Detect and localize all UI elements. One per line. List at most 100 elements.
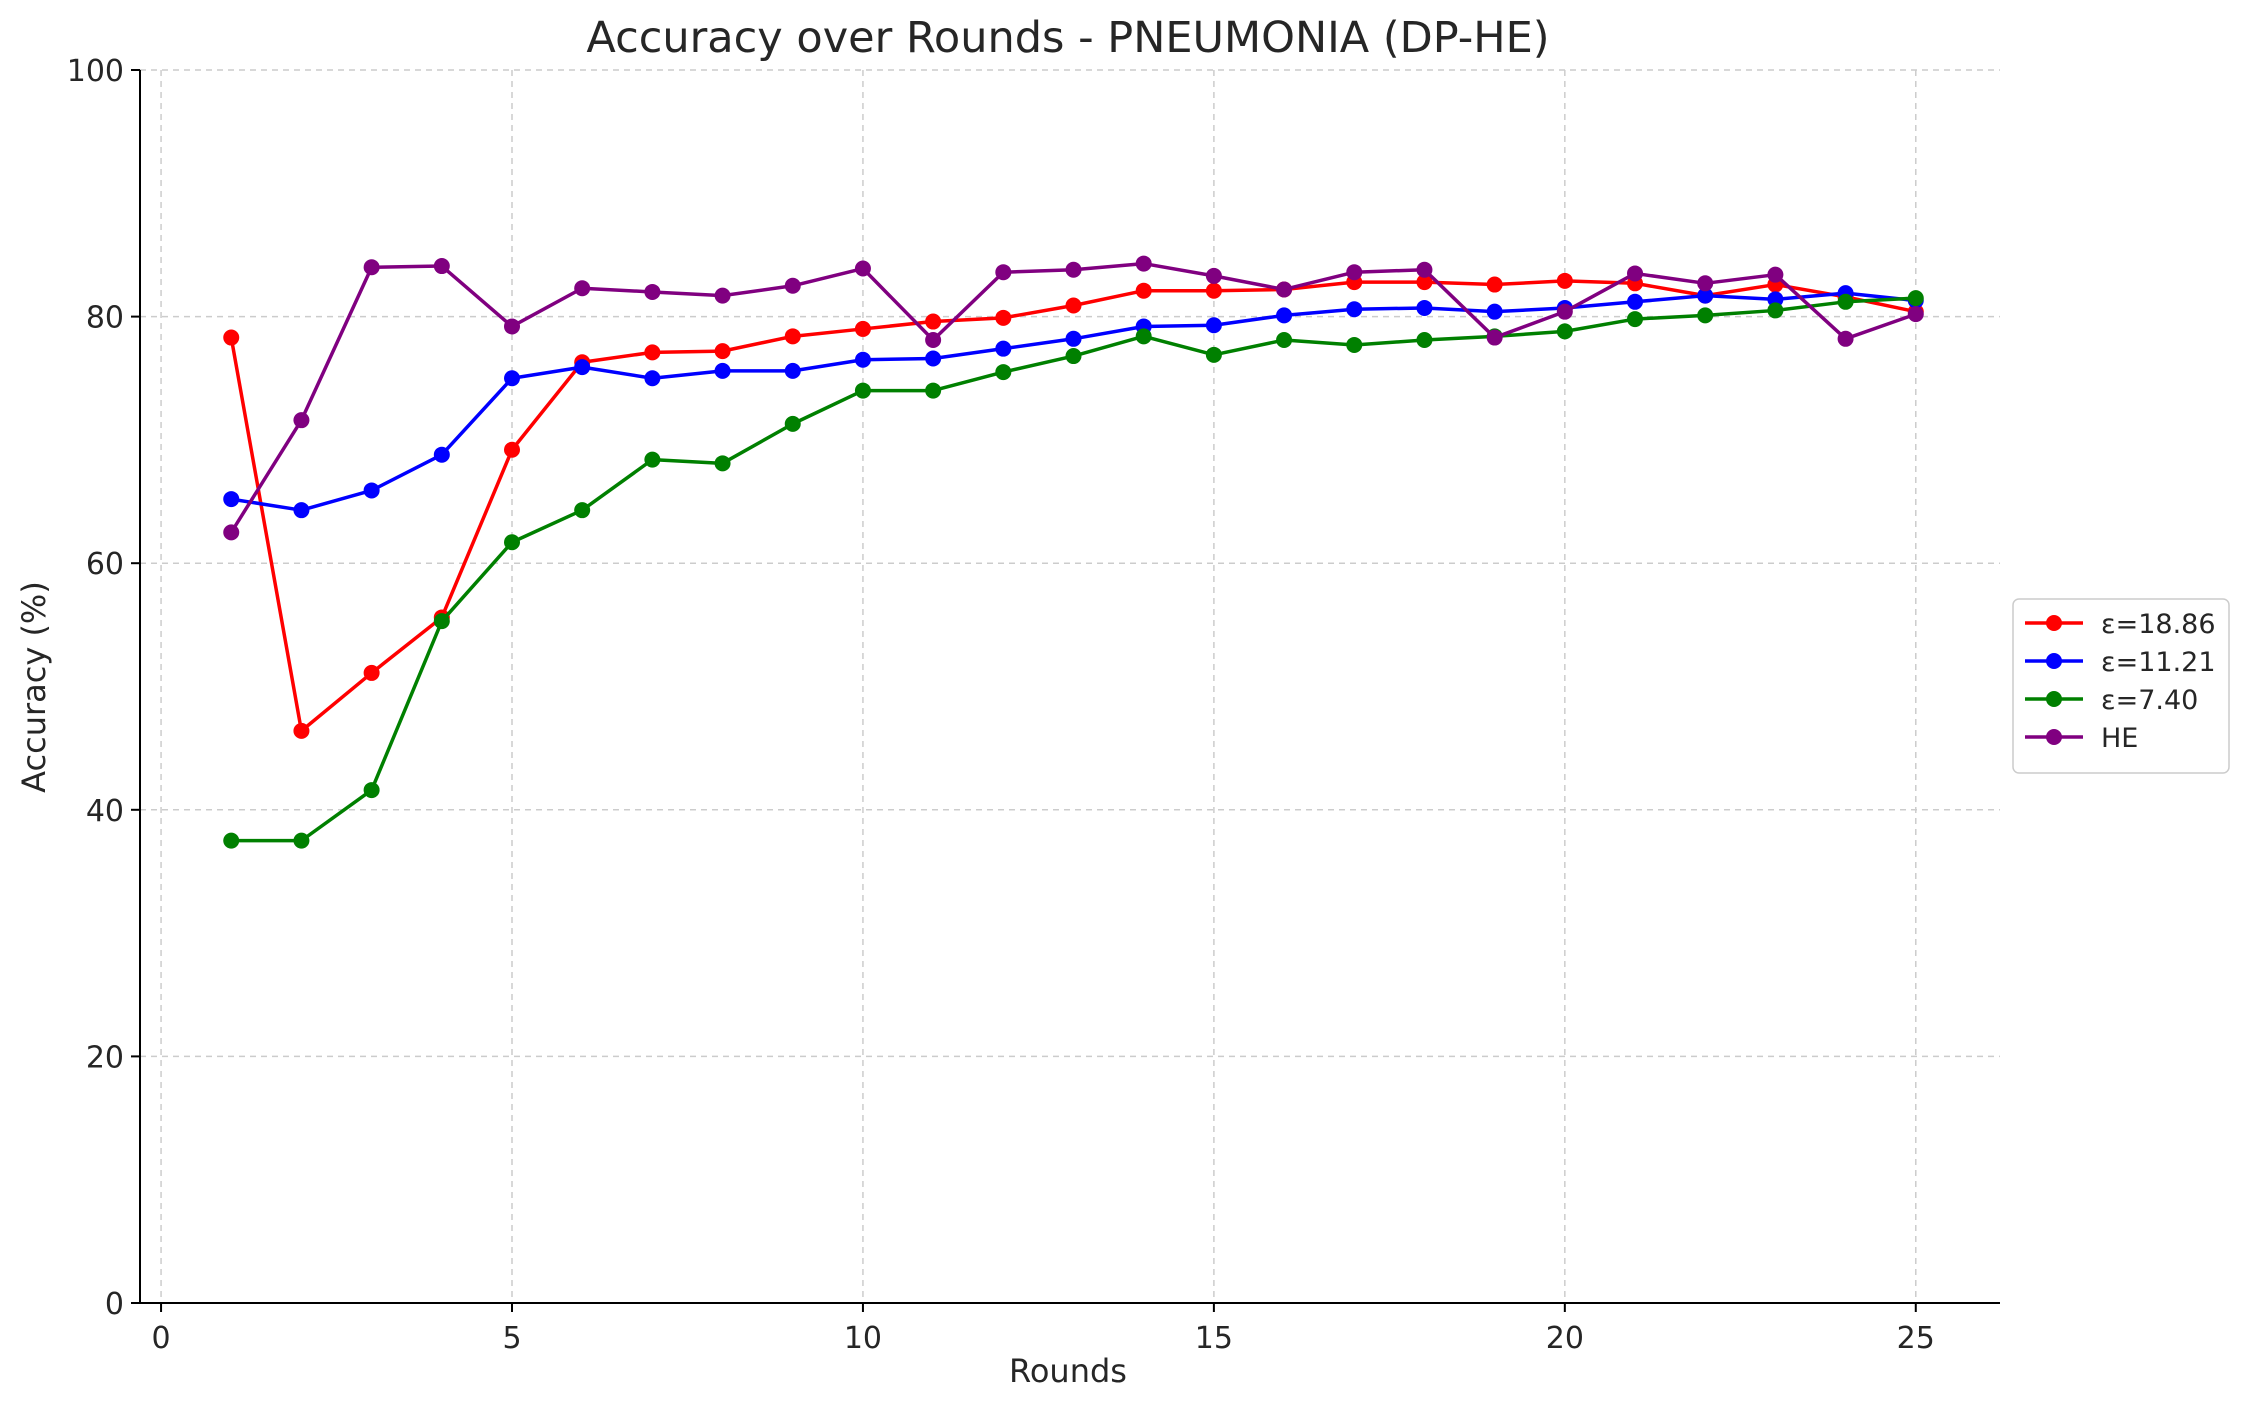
data-point bbox=[1276, 332, 1293, 349]
data-point bbox=[1135, 282, 1152, 299]
y-tick-label: 40 bbox=[86, 794, 124, 829]
data-point bbox=[714, 343, 731, 360]
data-point bbox=[1346, 301, 1363, 318]
data-point bbox=[995, 264, 1012, 281]
data-point bbox=[644, 451, 661, 468]
data-point bbox=[644, 283, 661, 300]
data-point bbox=[1486, 329, 1503, 346]
data-point bbox=[1205, 346, 1222, 363]
y-axis-label: Accuracy (%) bbox=[15, 581, 53, 793]
data-point bbox=[293, 832, 310, 849]
data-point bbox=[1205, 267, 1222, 284]
data-point bbox=[714, 362, 731, 379]
data-point bbox=[1767, 266, 1784, 283]
data-point bbox=[504, 318, 520, 335]
data-point bbox=[1837, 293, 1854, 310]
y-tick-label: 100 bbox=[67, 54, 124, 89]
legend-label: HE bbox=[2101, 723, 2138, 754]
legend-swatch-marker bbox=[2046, 615, 2062, 631]
data-point bbox=[1135, 255, 1152, 272]
data-point bbox=[1416, 274, 1433, 291]
legend-swatch-marker bbox=[2046, 653, 2062, 669]
data-point bbox=[854, 260, 871, 277]
data-point bbox=[223, 524, 240, 541]
legend-label: ε=11.21 bbox=[2101, 647, 2216, 678]
data-point bbox=[1697, 307, 1714, 324]
x-tick-label: 10 bbox=[844, 1321, 882, 1356]
data-point bbox=[433, 446, 450, 463]
data-point bbox=[1065, 330, 1082, 347]
chart-title: Accuracy over Rounds - PNEUMONIA (DP-HE) bbox=[586, 13, 1549, 63]
data-point bbox=[1556, 272, 1573, 289]
data-point bbox=[1346, 264, 1363, 281]
data-point bbox=[1767, 291, 1784, 308]
data-point bbox=[1627, 311, 1644, 328]
data-point bbox=[854, 320, 871, 337]
data-point bbox=[995, 340, 1012, 357]
data-point bbox=[1416, 261, 1433, 278]
legend-swatch-marker bbox=[2046, 729, 2062, 745]
data-point bbox=[1205, 317, 1222, 334]
data-point bbox=[223, 329, 240, 346]
x-tick-label: 25 bbox=[1897, 1321, 1935, 1356]
data-point bbox=[1697, 287, 1714, 304]
series-0 bbox=[223, 272, 1924, 739]
data-point bbox=[925, 350, 942, 367]
data-point bbox=[644, 344, 661, 361]
axes bbox=[139, 70, 2000, 1304]
data-point bbox=[1556, 303, 1573, 320]
data-point bbox=[995, 309, 1012, 326]
data-point bbox=[1627, 265, 1644, 282]
data-point bbox=[784, 277, 801, 294]
x-tick-label: 15 bbox=[1195, 1321, 1233, 1356]
x-tick-label: 20 bbox=[1546, 1321, 1584, 1356]
data-point bbox=[1627, 293, 1644, 310]
data-point bbox=[1065, 348, 1082, 365]
data-point bbox=[1697, 275, 1714, 292]
data-point bbox=[925, 313, 942, 330]
data-point bbox=[363, 782, 380, 799]
y-tick-label: 20 bbox=[86, 1040, 124, 1075]
data-point bbox=[574, 280, 591, 297]
series-3 bbox=[223, 255, 1924, 541]
data-point bbox=[854, 382, 871, 399]
data-point bbox=[1276, 281, 1293, 298]
x-axis-label: Rounds bbox=[1009, 1352, 1127, 1390]
data-point bbox=[504, 441, 520, 458]
data-point bbox=[433, 613, 450, 630]
data-point bbox=[504, 534, 520, 551]
data-point bbox=[644, 370, 661, 387]
data-point bbox=[433, 258, 450, 275]
data-point bbox=[854, 351, 871, 368]
y-tick-label: 80 bbox=[86, 301, 124, 336]
data-point bbox=[925, 382, 942, 399]
data-point bbox=[1416, 299, 1433, 316]
data-point bbox=[1486, 303, 1503, 320]
legend-label: ε=7.40 bbox=[2101, 685, 2198, 716]
data-point bbox=[363, 664, 380, 681]
data-point bbox=[574, 359, 591, 376]
data-point bbox=[293, 502, 310, 519]
data-point bbox=[363, 482, 380, 499]
data-point bbox=[1416, 332, 1433, 349]
y-tick-label: 60 bbox=[86, 547, 124, 582]
data-point bbox=[1065, 261, 1082, 278]
data-point bbox=[504, 370, 520, 387]
x-tick-label: 5 bbox=[502, 1321, 521, 1356]
data-point bbox=[1907, 290, 1924, 307]
data-point bbox=[1346, 336, 1363, 353]
legend-box bbox=[2012, 598, 2230, 774]
data-point bbox=[1907, 306, 1924, 323]
y-tick-label: 0 bbox=[105, 1287, 124, 1322]
series-lines bbox=[223, 255, 1924, 849]
data-point bbox=[1276, 307, 1293, 324]
data-point bbox=[1135, 328, 1152, 345]
series-2 bbox=[223, 290, 1924, 849]
data-point bbox=[925, 332, 942, 349]
legend-label: ε=18.86 bbox=[2101, 609, 2216, 640]
data-point bbox=[784, 415, 801, 432]
data-point bbox=[784, 328, 801, 345]
legend: ε=18.86 ε=11.21 ε=7.40 HE bbox=[2012, 598, 2230, 774]
data-point bbox=[1767, 302, 1784, 319]
